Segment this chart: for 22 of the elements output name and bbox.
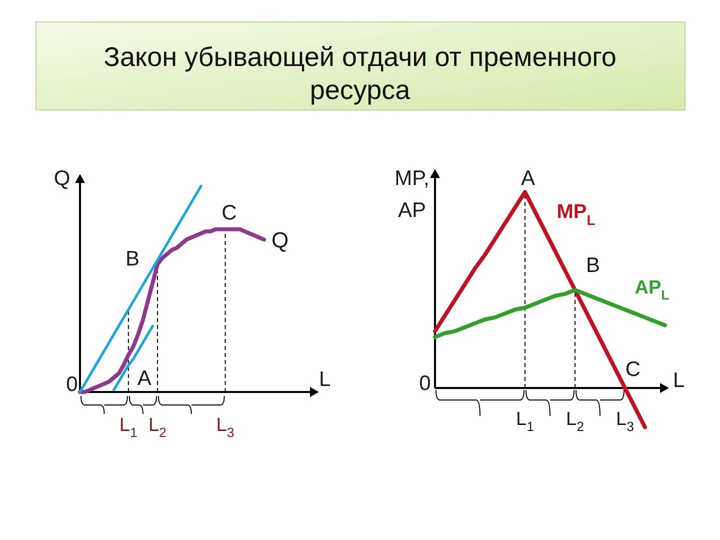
series-label: MP$_{L}$ [556,201,596,228]
text: Закон убывающей отдачи от пременного ресурса [104,42,616,105]
annotation: B [586,254,600,276]
series-label: Q [271,227,289,252]
annotation: C [222,200,237,224]
x-tick-label: L$_{2}$ [566,408,584,434]
x-tick-label: L$_{3}$ [216,414,234,440]
x-tick-label: L$_{2}$ [148,414,166,440]
x-tick-label: L$_{1}$ [516,408,534,434]
x-axis-title: L [673,368,685,392]
x-axis-title: L [319,368,331,390]
x-tick-label: L$_{1}$ [119,414,138,440]
annotation: A [137,366,152,390]
annotation: C [625,358,641,380]
y-axis-title: Q [54,167,70,190]
y-axis-title: MP, AP [394,167,430,222]
series-label: AP$_{L}$ [634,276,670,302]
annotation: B [125,246,140,270]
annotation: A [520,166,536,190]
annotation: 0 [66,372,78,396]
text: 0 [419,372,431,394]
x-tick-label: L$_{3}$ [616,408,634,434]
